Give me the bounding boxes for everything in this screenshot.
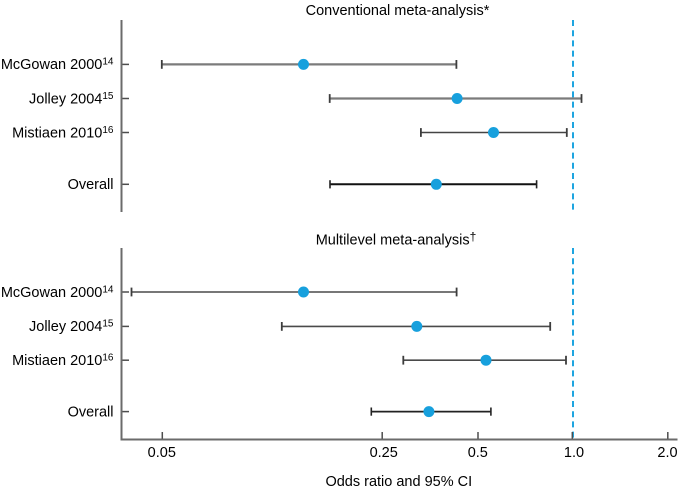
svg-text:Jolley 200415: Jolley 200415 — [29, 91, 114, 108]
svg-text:Multilevel meta-analysis†: Multilevel meta-analysis† — [316, 230, 477, 249]
svg-text:McGowan 200014: McGowan 200014 — [1, 284, 114, 301]
svg-text:0.5: 0.5 — [468, 445, 488, 461]
svg-text:Overall: Overall — [68, 177, 114, 193]
svg-text:0.25: 0.25 — [370, 445, 398, 461]
svg-text:McGowan 200014: McGowan 200014 — [1, 57, 114, 74]
svg-text:Overall: Overall — [68, 404, 114, 420]
svg-text:1.0: 1.0 — [564, 445, 584, 461]
svg-text:Jolley 200415: Jolley 200415 — [29, 319, 114, 336]
svg-text:0.05: 0.05 — [148, 445, 176, 461]
svg-text:Mistiaen 201016: Mistiaen 201016 — [12, 353, 114, 370]
svg-text:Mistiaen 201016: Mistiaen 201016 — [12, 125, 114, 142]
svg-text:Odds ratio and 95% CI: Odds ratio and 95% CI — [325, 474, 472, 490]
svg-text:2.0: 2.0 — [657, 445, 677, 461]
svg-text:Conventional meta-analysis*: Conventional meta-analysis* — [306, 3, 490, 19]
